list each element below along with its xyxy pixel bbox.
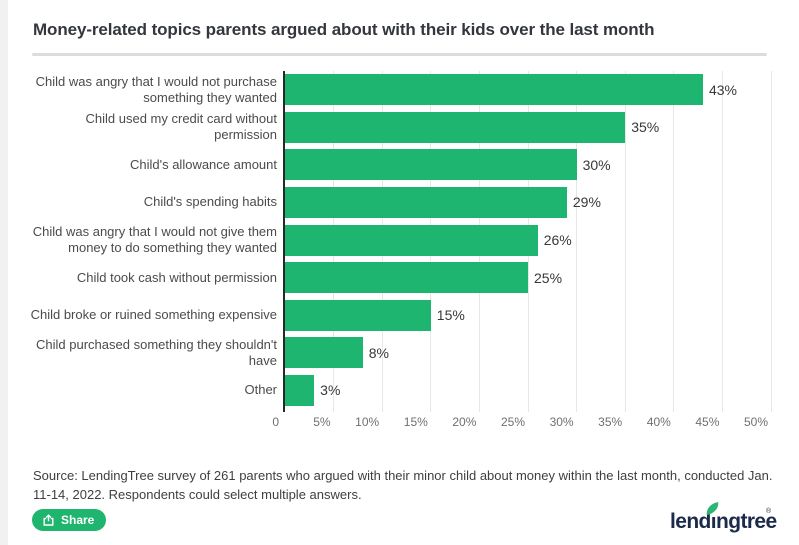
category-label: Child was angry that I would not purchas…	[35, 73, 277, 105]
lendingtree-logo: lendingtree ®	[670, 502, 780, 536]
title-divider	[32, 53, 767, 56]
logo-trademark: ®	[766, 508, 772, 515]
x-tick-label: 50%	[743, 415, 768, 429]
page-edge-strip	[0, 0, 8, 545]
x-tick-label: 25%	[500, 415, 525, 429]
logo-dot-cover	[711, 512, 716, 517]
category-label: Child was angry that I would not give th…	[32, 223, 277, 255]
category-label: Child used my credit card without permis…	[85, 111, 277, 143]
bar	[285, 337, 363, 369]
bar	[285, 224, 538, 256]
x-tick-label: 30%	[549, 415, 574, 429]
lendingtree-logo-text: lendingtree	[670, 510, 777, 533]
share-button[interactable]: Share	[32, 509, 107, 531]
x-tick-label: 45%	[695, 415, 720, 429]
bar-value-label: 43%	[708, 81, 737, 98]
bar-value-label: 3%	[320, 382, 341, 399]
category-label: Child took cash without permission	[76, 269, 277, 285]
x-tick-label: 20%	[452, 415, 477, 429]
source-note: Source: LendingTree survey of 261 parent…	[33, 468, 773, 502]
x-tick-label: 10%	[355, 415, 380, 429]
share-button-label: Share	[61, 513, 95, 527]
bar	[285, 149, 577, 181]
bar-value-label: 29%	[572, 194, 601, 211]
gridline	[721, 71, 723, 412]
y-axis-line	[283, 71, 285, 412]
bar-value-label: 15%	[436, 307, 465, 324]
gridline	[624, 71, 626, 412]
bar-value-label: 8%	[368, 344, 389, 361]
bar	[285, 299, 431, 331]
x-tick-label: 0	[272, 415, 279, 429]
gridline	[576, 71, 578, 412]
x-tick-label: 15%	[403, 415, 428, 429]
category-label: Child broke or ruined something expensiv…	[30, 307, 277, 323]
bar-value-label: 35%	[631, 119, 660, 136]
x-tick-label: 40%	[646, 415, 671, 429]
bar	[285, 74, 703, 106]
bar-value-label: 25%	[534, 269, 563, 286]
gridline	[673, 71, 675, 412]
x-tick-label: 35%	[598, 415, 623, 429]
bar	[285, 186, 567, 218]
chart-title: Money-related topics parents argued abou…	[33, 20, 655, 39]
gridline	[770, 71, 772, 412]
x-tick-label: 5%	[313, 415, 331, 429]
bar	[285, 374, 315, 406]
share-icon	[42, 513, 55, 527]
bar	[285, 111, 626, 143]
bar-value-label: 30%	[582, 156, 611, 173]
category-label: Child's allowance amount	[129, 156, 277, 172]
bar-value-label: 26%	[543, 232, 572, 248]
bar	[285, 262, 528, 294]
category-label: Child purchased something they shouldn't…	[36, 336, 277, 368]
category-label: Other	[244, 382, 277, 398]
category-label: Child's spending habits	[143, 194, 277, 210]
